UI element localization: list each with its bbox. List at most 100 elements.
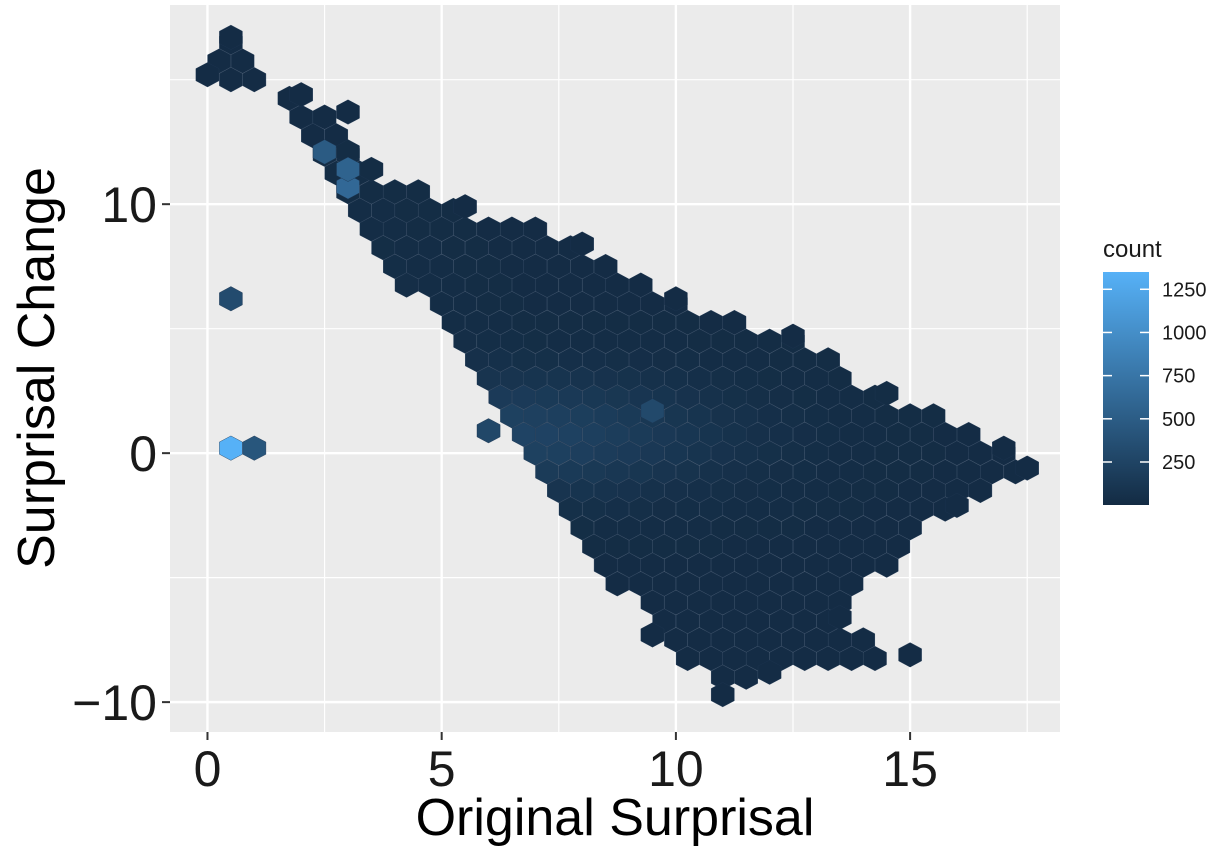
hex-cell: [781, 515, 805, 541]
hex-cell: [711, 590, 735, 616]
hex-cell: [886, 496, 911, 522]
legend-tick-label: 500: [1162, 409, 1195, 431]
hex-cell: [722, 608, 747, 634]
hex-cell: [699, 646, 723, 672]
hex-cell: [664, 440, 688, 466]
hex-cell: [488, 272, 512, 298]
hex-cell: [593, 403, 618, 429]
hex-cell: [476, 328, 501, 354]
hex-cell: [289, 82, 313, 108]
hex-cell: [687, 365, 712, 391]
hex-cell: [874, 380, 899, 406]
hex-cell: [722, 347, 747, 373]
hex-cell: [593, 253, 618, 279]
hex-cell: [980, 459, 1004, 485]
hex-cell: [769, 459, 793, 485]
hex-cell: [570, 403, 594, 429]
hex-cell: [664, 328, 688, 354]
hex-cell: [769, 608, 793, 634]
hex-cell: [582, 272, 606, 298]
hex-cell: [711, 552, 735, 578]
hex-cell: [675, 496, 700, 522]
hex-cell: [394, 197, 419, 223]
hex-cell: [488, 235, 512, 261]
hex-cell: [219, 24, 243, 50]
x-tick-label: 15: [882, 741, 938, 797]
hex-cell: [429, 216, 454, 242]
hex-cell: [992, 435, 1016, 461]
hex-cell: [500, 328, 524, 354]
hex-cell: [781, 323, 805, 349]
hex-cell: [699, 608, 723, 634]
hex-cell: [851, 627, 875, 653]
hex-cell: [359, 156, 384, 182]
hex-cell: [734, 590, 758, 616]
hex-cell: [886, 421, 911, 447]
hex-cell: [816, 534, 840, 560]
y-axis-title: Surprisal Change: [8, 167, 66, 569]
hex-cell: [476, 253, 501, 279]
hex-cell: [839, 534, 864, 560]
hex-cell: [746, 608, 770, 634]
hex-cell: [617, 477, 641, 504]
hex-cell: [511, 347, 536, 373]
hex-cell: [781, 365, 805, 391]
hex-cell: [652, 459, 676, 485]
hex-cell: [722, 496, 747, 522]
hex-cell: [757, 440, 782, 466]
hex-cell: [640, 590, 665, 616]
hex-cell: [640, 622, 665, 648]
hex-cell: [781, 590, 805, 616]
hex-cell: [863, 534, 887, 560]
hex-cell: [453, 194, 477, 220]
hex-cell: [711, 477, 735, 504]
hex-cell: [757, 515, 782, 541]
hex-cell: [734, 440, 758, 466]
hex-cell: [874, 515, 899, 541]
hex-cell: [898, 440, 922, 466]
hex-cell: [769, 421, 793, 447]
hex-cell: [687, 477, 712, 504]
hex-cell: [711, 627, 735, 653]
hex-cell: [687, 403, 712, 429]
hex-cell: [757, 659, 782, 685]
hex-cell: [336, 99, 360, 125]
hex-cell: [558, 347, 583, 373]
hex-cell: [629, 421, 653, 447]
hex-cell: [582, 459, 606, 485]
hex-cell: [605, 384, 630, 410]
hex-cell: [652, 534, 676, 560]
hex-cell: [652, 571, 676, 597]
y-tick-label: −10: [72, 675, 157, 731]
hex-cell: [605, 496, 630, 522]
hex-cell: [558, 272, 583, 298]
hex-cell: [418, 235, 442, 261]
hex-cell: [406, 253, 430, 279]
hex-cell: [441, 272, 466, 298]
legend-tick-label: 1250: [1162, 279, 1207, 301]
hex-cell: [804, 590, 829, 616]
hex-cell: [781, 403, 805, 429]
legend-tick-label: 750: [1162, 366, 1195, 388]
hex-cell: [734, 477, 758, 504]
hex-cell: [711, 515, 735, 541]
hex-cell: [453, 216, 477, 242]
legend: count 250 500 750 1000 1250: [1103, 236, 1207, 505]
hex-cell: [582, 384, 606, 410]
x-tick-label: 5: [428, 741, 456, 797]
hex-cell: [828, 627, 852, 653]
hex-cell: [640, 477, 665, 504]
hex-cell: [570, 328, 594, 354]
hex-cell: [617, 515, 641, 541]
hex-cell: [617, 552, 641, 578]
hex-cell: [652, 309, 676, 335]
hex-bins: [195, 24, 1039, 708]
hex-cell: [312, 139, 337, 165]
hex-cell: [289, 104, 313, 130]
hex-cell: [605, 309, 630, 335]
hex-cell: [570, 477, 594, 504]
hex-cell: [535, 309, 559, 335]
hex-cell: [734, 403, 758, 429]
hex-cell: [757, 403, 782, 429]
hex-cell: [687, 627, 712, 653]
